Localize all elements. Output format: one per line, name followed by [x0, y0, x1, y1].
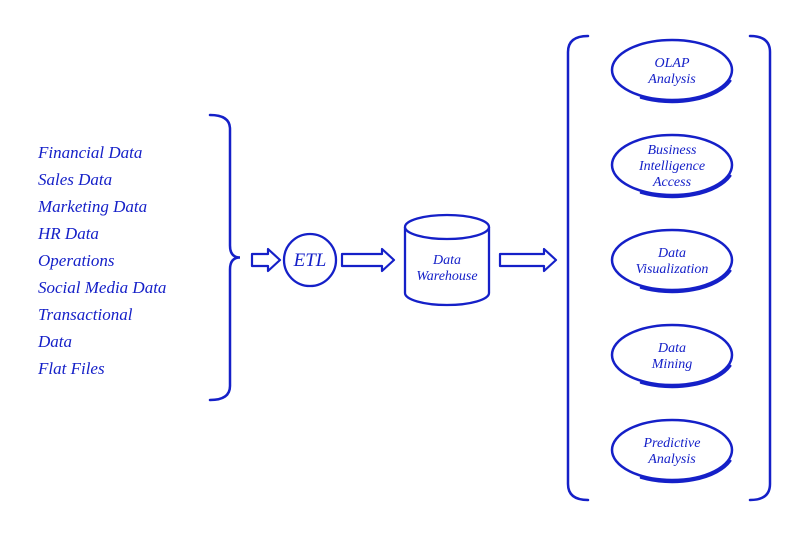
warehouse-label-1: Data: [432, 253, 461, 268]
source-item: Flat Files: [37, 359, 105, 378]
source-item: HR Data: [37, 224, 99, 243]
output-label: Business: [648, 143, 698, 158]
source-item: Financial Data: [37, 143, 142, 162]
source-item: Marketing Data: [37, 197, 147, 216]
output-label: Data: [657, 246, 686, 261]
output-label: Mining: [651, 357, 692, 372]
output-label: Data: [657, 341, 686, 356]
warehouse-label-2: Warehouse: [416, 269, 477, 284]
warehouse-top: [405, 215, 489, 239]
output-label: Analysis: [647, 452, 696, 467]
source-item: Data: [37, 332, 72, 351]
source-item: Operations: [38, 251, 115, 270]
source-item: Transactional: [38, 305, 133, 324]
output-label: Intelligence: [638, 159, 705, 174]
output-label: Predictive: [642, 436, 700, 451]
source-item: Sales Data: [38, 170, 112, 189]
source-item: Social Media Data: [38, 278, 166, 297]
output-label: Access: [652, 175, 692, 190]
output-label: Analysis: [647, 72, 696, 87]
output-label: OLAP: [655, 56, 690, 71]
etl-label: ETL: [293, 250, 327, 271]
output-label: Visualization: [636, 262, 709, 277]
